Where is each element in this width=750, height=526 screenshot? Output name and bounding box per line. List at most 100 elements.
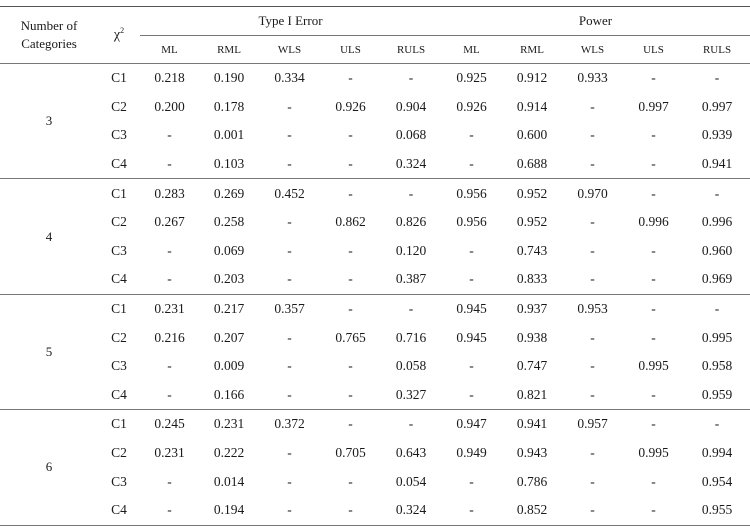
table-cell: 0.267 <box>154 214 185 230</box>
table-cell: - <box>651 127 656 143</box>
table-cell: 0.995 <box>701 329 733 345</box>
table-cell: 0.269 <box>213 185 245 201</box>
table-cell: 0.970 <box>577 185 608 201</box>
table-cell: 0.203 <box>199 265 259 295</box>
table-cell: - <box>140 495 199 526</box>
table-cell: 0.218 <box>154 70 185 86</box>
table-cell: 0.014 <box>213 473 245 489</box>
table-cell: 0.933 <box>577 70 608 86</box>
table-cell: 0.995 <box>638 358 669 374</box>
table-cell: - <box>590 98 595 114</box>
header-type1-error: Type I Error <box>140 6 441 36</box>
table-row: C4-0.166- -0.327-0.821- -0.959 <box>0 380 750 411</box>
chi-symbol: χ <box>113 27 121 43</box>
table-cell: - <box>562 380 623 411</box>
table-cell: - <box>590 242 595 258</box>
table-cell: 0.387 <box>381 265 441 295</box>
table-cell: - <box>167 473 172 489</box>
table-cell: 0.941 <box>684 149 750 180</box>
table-cell: 0.938 <box>516 329 548 345</box>
table-cell: - <box>287 127 292 143</box>
table-cell: 0.945 <box>456 301 487 317</box>
table-cell: 0.765 <box>335 329 366 345</box>
table-row: C2 0.200 0.178 - 0.926 0.904 0.926 0.914 - 0.997 0… <box>0 93 750 122</box>
table-cell: 0.826 <box>395 214 427 230</box>
table-row: C3 - 0.001 - - 0.068 - 0.600 - - 0.939 <box>0 121 750 150</box>
table-cell: - <box>259 380 320 411</box>
table-cell: - <box>408 416 414 432</box>
table-cell: - <box>651 416 656 432</box>
chi-condition-label: C2 <box>111 214 127 230</box>
table-cell: 0.069 <box>213 242 245 258</box>
chi-condition-label: C1 <box>111 70 127 86</box>
category-count-label: 5 <box>0 294 98 411</box>
header-power: Power <box>441 6 750 36</box>
table-cell: - <box>320 265 381 295</box>
table-row: 4 C1 0.283 0.269 0.452- -0.956 0.952 0.970- - <box>0 178 750 295</box>
table-cell: - <box>287 329 292 345</box>
table-cell: - <box>320 149 381 180</box>
table-cell: - <box>287 242 292 258</box>
chi-condition-label: C2 <box>111 98 127 114</box>
table-cell: 0.955 <box>684 495 750 526</box>
table-cell: 0.643 <box>395 445 427 461</box>
header-method-ml-type1: ML <box>140 35 199 64</box>
table-cell: 0.914 <box>516 98 548 114</box>
table-row: 3 C1 0.218 0.190 0.334- -0.925 0.912 0.933- - <box>0 63 750 180</box>
table-cell: - <box>348 301 353 317</box>
table-row: C2 0.216 0.207 - 0.765 0.716 0.945 0.938 - - 0.995 <box>0 323 750 352</box>
table-cell: - <box>590 329 595 345</box>
table-cell: 0.324 <box>381 495 441 526</box>
table-cell: 0.103 <box>199 149 259 180</box>
table-cell: 0.952 <box>516 185 548 201</box>
header-method-ruls-power: RULS <box>684 35 750 64</box>
table-cell: - <box>714 416 720 432</box>
chi-superscript: 2 <box>120 26 125 36</box>
table-cell: 0.258 <box>213 214 245 230</box>
table-cell: - <box>562 495 623 526</box>
table-cell: - <box>590 358 595 374</box>
table-cell: 0.190 <box>213 70 245 86</box>
chi-condition-label: C3 <box>111 242 127 258</box>
table-cell: - <box>469 242 474 258</box>
table-cell: 0.947 <box>456 416 487 432</box>
table-cell: - <box>167 242 172 258</box>
table-cell: - <box>590 127 595 143</box>
category-count-label: 4 <box>0 178 98 295</box>
table-cell: 0.372 <box>274 416 305 432</box>
table-cell: 0.231 <box>154 445 185 461</box>
table-cell: 0.747 <box>516 358 548 374</box>
table-cell: - <box>140 149 199 180</box>
table-cell: - <box>651 185 656 201</box>
table-cell: 0.937 <box>516 301 548 317</box>
chi-condition-label: C3 <box>111 127 127 143</box>
table-cell: 0.166 <box>199 380 259 411</box>
table-cell: 0.786 <box>516 473 548 489</box>
table-cell: 0.068 <box>395 127 427 143</box>
table-cell: 0.945 <box>456 329 487 345</box>
table-cell: 0.958 <box>701 358 733 374</box>
table-cell: - <box>590 445 595 461</box>
table-cell: 0.852 <box>502 495 562 526</box>
header-method-wls-type1: WLS <box>259 35 320 64</box>
table-cell: 0.925 <box>456 70 487 86</box>
table-cell: - <box>562 265 623 295</box>
table-cell: - <box>441 380 502 411</box>
table-cell: 0.207 <box>213 329 245 345</box>
table-cell: 0.216 <box>154 329 185 345</box>
table-cell: 0.001 <box>213 127 245 143</box>
table-cell: - <box>651 70 656 86</box>
table-cell: 0.941 <box>516 416 548 432</box>
results-table: Number of Categories χ2 Type I Error Pow… <box>0 6 750 526</box>
table-cell: 0.939 <box>701 127 733 143</box>
table-cell: - <box>140 265 199 295</box>
table-cell: 0.334 <box>274 70 305 86</box>
table-cell: 0.833 <box>502 265 562 295</box>
table-cell: - <box>348 127 353 143</box>
table-row: 6 C1 0.245 0.231 0.372- -0.947 0.941 0.957- - <box>0 409 750 526</box>
table-cell: - <box>287 98 292 114</box>
chi-condition-label: C2 <box>111 445 127 461</box>
table-cell: - <box>140 380 199 411</box>
table-cell: 0.821 <box>502 380 562 411</box>
table-row: 5 C1 0.231 0.217 0.357- -0.945 0.937 0.953- - <box>0 294 750 411</box>
